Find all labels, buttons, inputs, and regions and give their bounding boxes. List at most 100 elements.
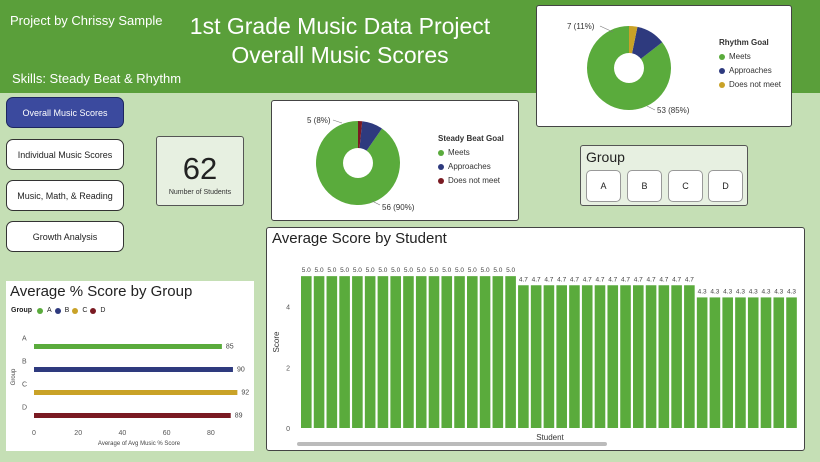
student-value-label: 4.3 bbox=[749, 288, 758, 295]
student-bar[interactable] bbox=[441, 276, 453, 428]
student-value-label: 5.0 bbox=[404, 267, 413, 274]
steady-beat-pie-chart: 5 (8%) 56 (90%) bbox=[307, 116, 415, 212]
student-bar[interactable] bbox=[696, 297, 708, 428]
student-bar[interactable] bbox=[505, 276, 516, 428]
student-bar[interactable] bbox=[339, 276, 350, 428]
group-bar-C[interactable] bbox=[34, 390, 238, 395]
rhythm-label-approaches: 7 (11%) bbox=[567, 22, 595, 31]
student-bar[interactable] bbox=[569, 285, 580, 428]
student-count-card: 62 Number of Students bbox=[156, 136, 244, 206]
student-bar[interactable] bbox=[479, 276, 491, 428]
steady-beat-panel: 5 (8%) 56 (90%) Steady Beat Goal Meets A… bbox=[271, 100, 519, 221]
group-option-c[interactable]: C bbox=[668, 170, 703, 202]
student-bar[interactable] bbox=[786, 297, 797, 428]
group-chart-legend: Group A B C D bbox=[11, 307, 106, 314]
steady-label-meets: 56 (90%) bbox=[382, 203, 415, 212]
group-option-b[interactable]: B bbox=[627, 170, 662, 202]
student-bar-chart: 5.0 5.0 5.0 5.0 5.0 5.0 5.0 5.0 5.0 5.0 5.0 5.0 5.0 5… bbox=[272, 267, 797, 442]
student-bar[interactable] bbox=[581, 285, 593, 428]
student-bar[interactable] bbox=[467, 276, 478, 428]
student-bar[interactable] bbox=[607, 285, 619, 428]
nav-music-math-reading[interactable]: Music, Math, & Reading bbox=[6, 180, 124, 211]
student-value-label: 4.7 bbox=[544, 276, 553, 283]
student-score-chart-panel: Average Score by Student 5.0 5.0 5.0 5.0 5.0… bbox=[266, 227, 805, 451]
student-bar[interactable] bbox=[326, 276, 338, 428]
group-value-label: 85 bbox=[226, 344, 234, 351]
group-y-axis-label: Group bbox=[11, 368, 17, 385]
group-x-tick: 60 bbox=[163, 430, 171, 437]
student-bar[interactable] bbox=[543, 285, 555, 428]
student-bar[interactable] bbox=[518, 285, 529, 428]
nav-individual-music-scores[interactable]: Individual Music Scores bbox=[6, 139, 124, 170]
student-bar[interactable] bbox=[684, 285, 695, 428]
meets-dot-icon bbox=[719, 53, 725, 60]
student-bar[interactable] bbox=[709, 297, 721, 428]
student-value-label: 5.0 bbox=[315, 267, 324, 274]
student-bar[interactable] bbox=[492, 276, 504, 428]
student-bar[interactable] bbox=[773, 297, 785, 428]
student-bar[interactable] bbox=[620, 285, 631, 428]
student-bar[interactable] bbox=[313, 276, 325, 428]
group-option-d[interactable]: D bbox=[708, 170, 743, 202]
steady-legend-approaches: Approaches bbox=[438, 162, 504, 171]
student-bar[interactable] bbox=[556, 285, 567, 428]
student-bar[interactable] bbox=[735, 297, 746, 428]
student-value-label: 5.0 bbox=[417, 267, 426, 274]
student-bar[interactable] bbox=[390, 276, 401, 428]
student-bar[interactable] bbox=[645, 285, 657, 428]
page-title-line1: 1st Grade Music Data Project bbox=[189, 13, 491, 39]
student-count-label: Number of Students bbox=[168, 189, 232, 196]
group-bar-D[interactable] bbox=[34, 413, 231, 418]
group-value-label: 89 bbox=[235, 413, 243, 420]
student-bar[interactable] bbox=[428, 276, 440, 428]
student-value-label: 4.7 bbox=[647, 276, 656, 283]
student-bar[interactable] bbox=[594, 285, 606, 428]
student-bar[interactable] bbox=[722, 297, 733, 428]
group-tick-label: B bbox=[22, 359, 27, 366]
project-by-text: Project by Chrissy Sample bbox=[10, 13, 163, 28]
student-bar[interactable] bbox=[301, 276, 312, 428]
student-y-axis-label: Score bbox=[272, 331, 281, 352]
student-value-label: 5.0 bbox=[327, 267, 336, 274]
page-title: 1st Grade Music Data Project Overall Mus… bbox=[160, 12, 520, 70]
steady-label-approaches: 5 (8%) bbox=[307, 116, 331, 125]
group-option-a[interactable]: A bbox=[586, 170, 621, 202]
student-bar[interactable] bbox=[415, 276, 427, 428]
student-bar[interactable] bbox=[530, 285, 542, 428]
student-value-label: 4.3 bbox=[723, 288, 732, 295]
rhythm-pie-chart: 7 (11%) 53 (85%) bbox=[567, 22, 690, 115]
student-bar[interactable] bbox=[403, 276, 414, 428]
student-value-label: 4.7 bbox=[583, 276, 592, 283]
group-bar-A[interactable] bbox=[34, 344, 222, 349]
rhythm-leader-line-meets bbox=[646, 105, 656, 111]
rhythm-legend-title: Rhythm Goal bbox=[719, 38, 769, 47]
group-value-label: 90 bbox=[237, 367, 245, 374]
student-bar[interactable] bbox=[377, 276, 389, 428]
group-tick-label: C bbox=[22, 382, 27, 389]
student-bar[interactable] bbox=[633, 285, 644, 428]
student-value-label: 4.7 bbox=[519, 276, 528, 283]
student-bar[interactable] bbox=[658, 285, 670, 428]
rhythm-legend-approaches: Approaches bbox=[719, 66, 781, 75]
group-slicer: Group A B C D bbox=[580, 145, 748, 206]
student-bar[interactable] bbox=[760, 297, 772, 428]
student-value-label: 5.0 bbox=[481, 267, 490, 274]
rhythm-pie-hole bbox=[614, 53, 644, 83]
group-bar-B[interactable] bbox=[34, 367, 233, 372]
nav-growth-analysis[interactable]: Growth Analysis bbox=[6, 221, 124, 252]
student-bar[interactable] bbox=[364, 276, 376, 428]
horizontal-scrollbar[interactable] bbox=[297, 442, 607, 446]
student-count-value: 62 bbox=[182, 151, 218, 186]
student-bar[interactable] bbox=[454, 276, 465, 428]
student-bar[interactable] bbox=[352, 276, 363, 428]
page-title-line2: Overall Music Scores bbox=[231, 42, 449, 68]
student-value-label: 4.3 bbox=[761, 288, 770, 295]
nav-overall-music-scores[interactable]: Overall Music Scores bbox=[6, 97, 124, 128]
steady-beat-legend: Steady Beat Goal Meets Approaches Does n… bbox=[438, 134, 504, 185]
student-value-label: 5.0 bbox=[302, 267, 311, 274]
student-bar[interactable] bbox=[671, 285, 682, 428]
student-value-label: 5.0 bbox=[340, 267, 349, 274]
student-value-label: 5.0 bbox=[442, 267, 451, 274]
student-bar[interactable] bbox=[747, 297, 759, 428]
student-y-tick: 0 bbox=[286, 426, 290, 433]
